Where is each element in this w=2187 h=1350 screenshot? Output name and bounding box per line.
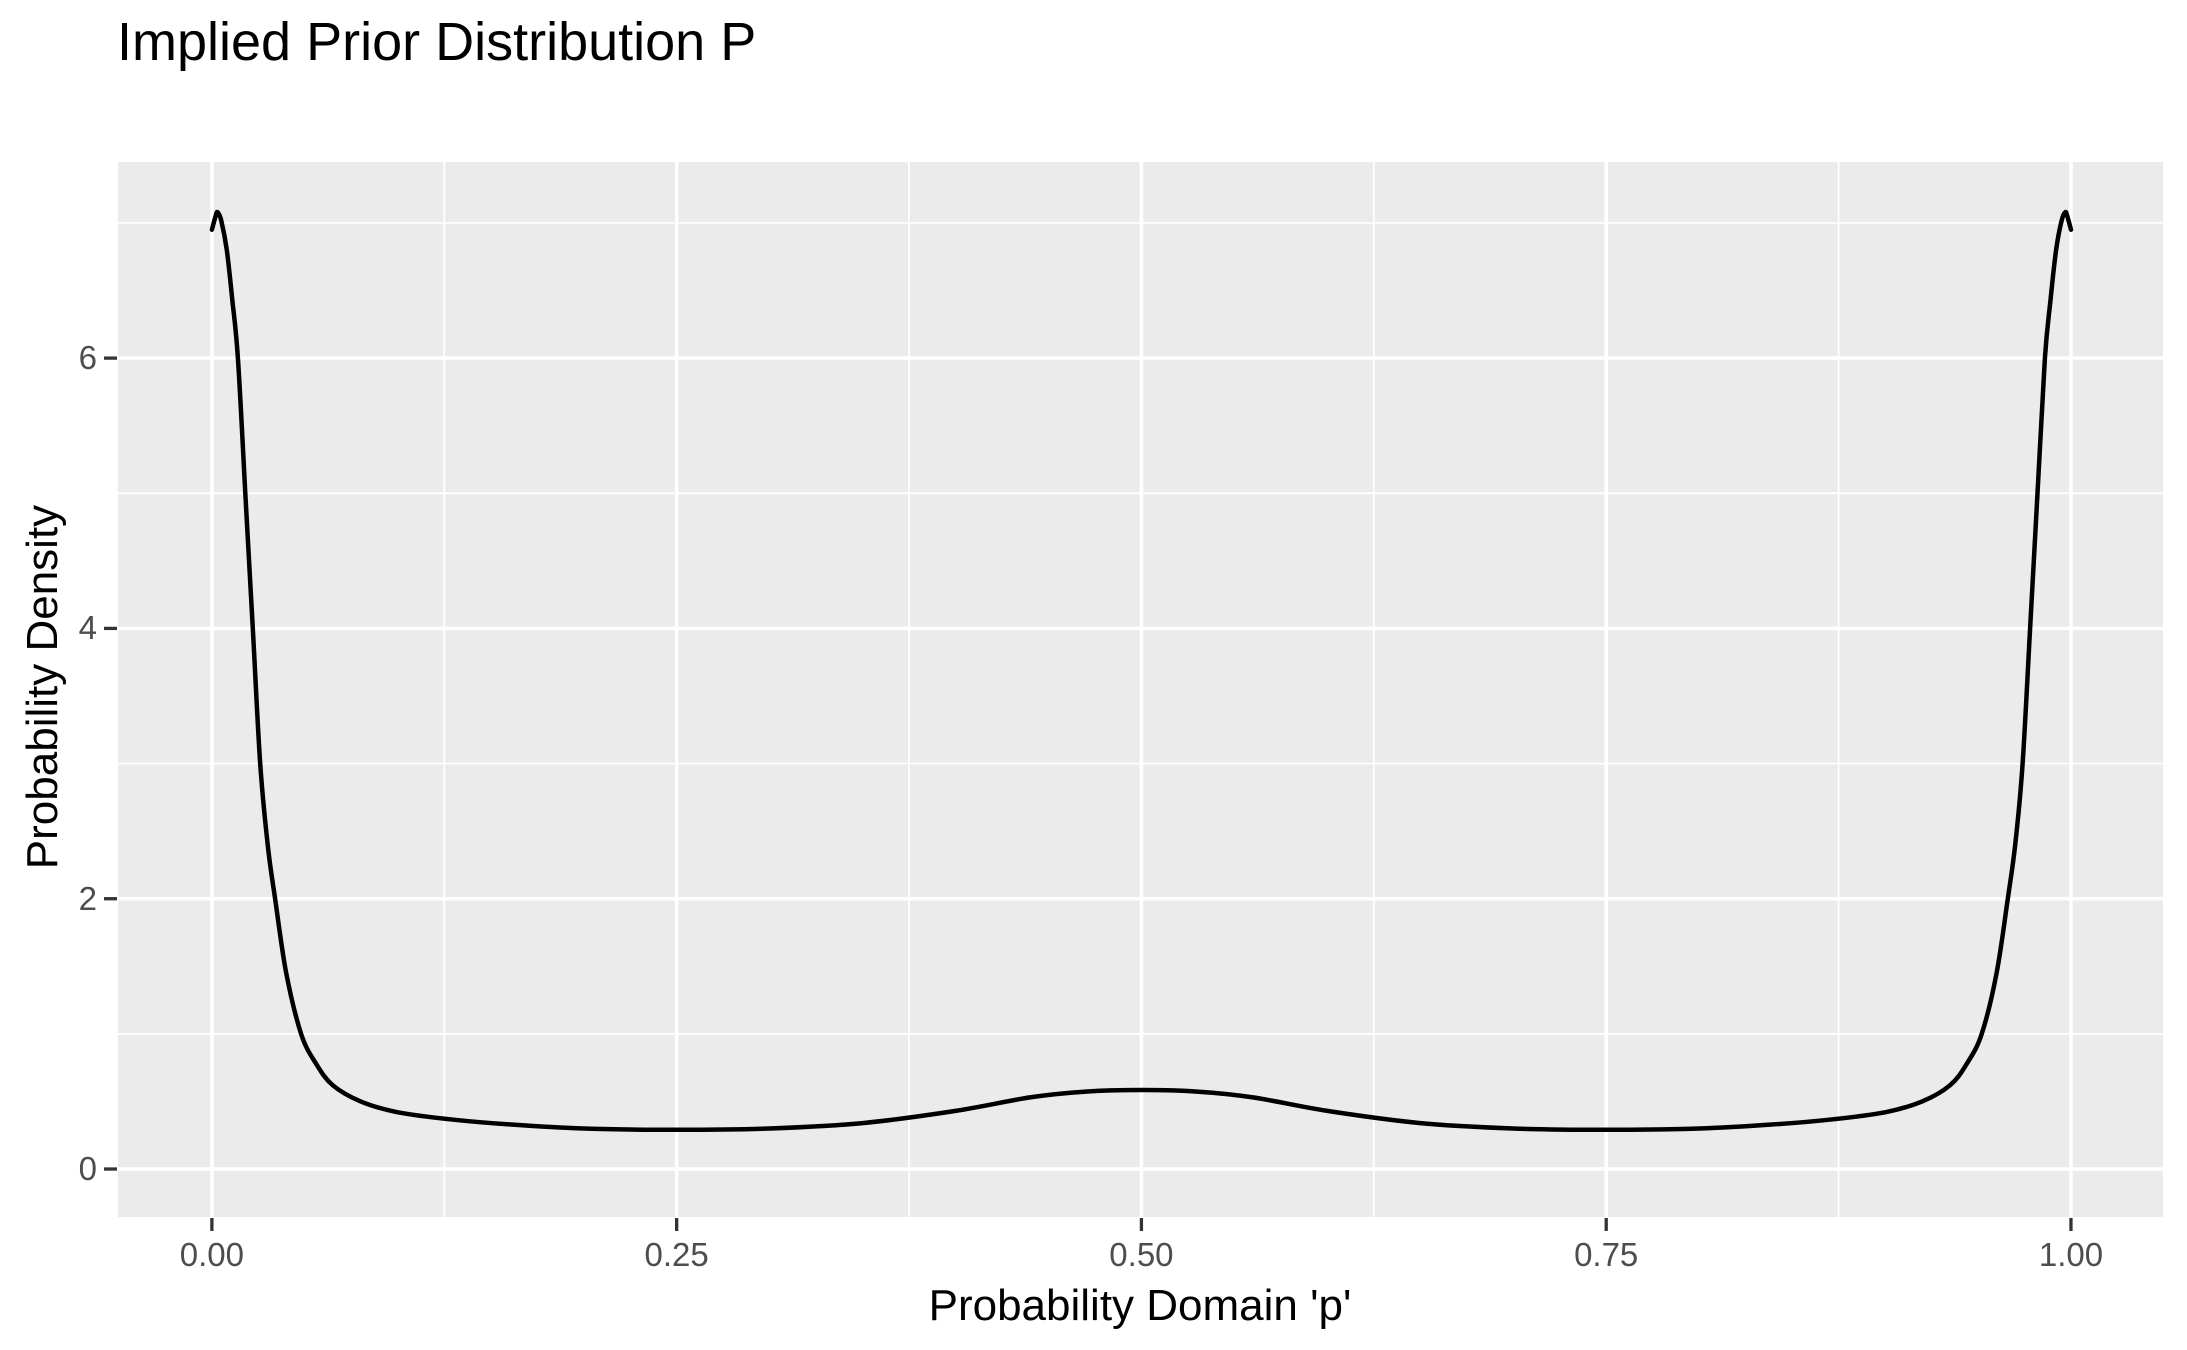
x-axis-tick-label: 0.25 [644,1236,709,1273]
x-axis-tick-label: 1.00 [2038,1236,2104,1273]
y-axis-tick-label: 6 [78,339,97,377]
plot-title: Implied Prior Distribution P [117,12,757,72]
x-axis-tick-label: 0.50 [1109,1236,1174,1273]
y-axis-tick-label: 4 [78,609,97,647]
density-curve [209,209,2074,1133]
y-axis-tick-label: 2 [78,879,97,917]
x-axis-title: Probability Domain 'p' [928,1281,1352,1330]
y-axis-tick-label: 0 [78,1150,97,1188]
x-axis-tick-label: 0.75 [1574,1236,1639,1273]
x-axis-tick-label: 0.00 [179,1236,244,1273]
